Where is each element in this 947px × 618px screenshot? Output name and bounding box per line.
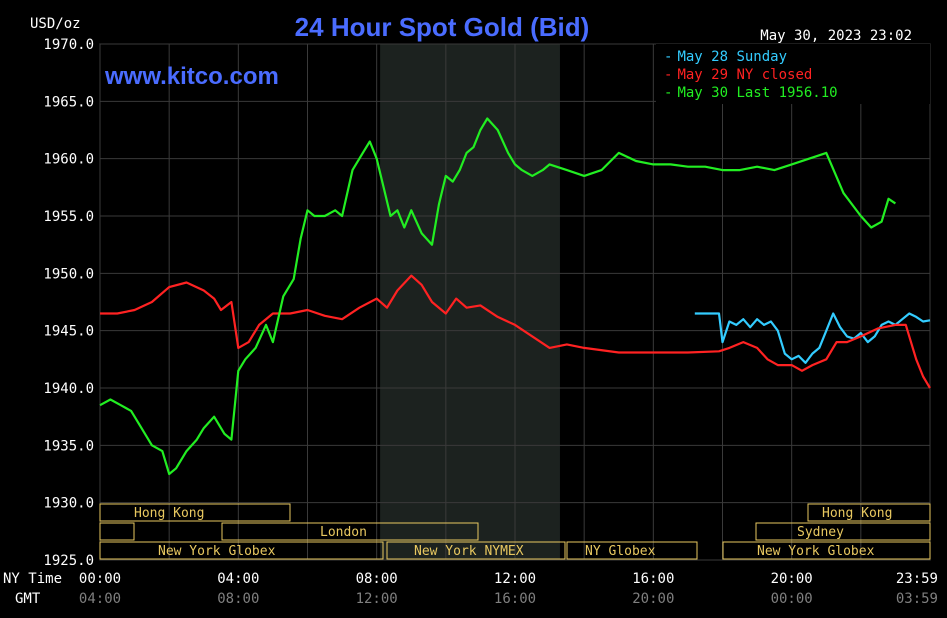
market-label-ny-globex-left: New York Globex xyxy=(158,544,276,559)
timestamp: May 30, 2023 23:02 xyxy=(760,28,912,44)
y-tick-label: 1945.0 xyxy=(43,324,94,340)
series-line-2 xyxy=(100,274,931,389)
y-tick-label: 1950.0 xyxy=(43,266,94,282)
legend-box xyxy=(656,44,930,104)
market-label-hong-kong-left: Hong Kong xyxy=(134,506,204,521)
legend-item-may-28: - May 28 Sunday xyxy=(664,49,787,65)
sydney-session xyxy=(755,522,931,541)
x-tick-label-gmt: 12:00 xyxy=(356,591,398,607)
legend-label-may-28: May 28 Sunday xyxy=(677,49,787,65)
series-layer xyxy=(99,117,931,476)
x-axis: NY Time GMT 00:00 04:00 04:00 08:00 08:00 12:… xyxy=(3,571,938,607)
ny-globex-session-right xyxy=(722,541,931,560)
x-tick-label-ny: 23:59 xyxy=(896,571,938,587)
ny-globex-session-mid xyxy=(566,541,698,560)
legend-label-may-29: May 29 NY closed xyxy=(677,67,812,83)
market-sessions xyxy=(99,503,931,560)
y-tick-label: 1940.0 xyxy=(43,381,94,397)
y-tick-label: 1970.0 xyxy=(43,37,94,53)
y-tick-label: 1960.0 xyxy=(43,152,94,168)
x-tick-label-gmt: 20:00 xyxy=(632,591,674,607)
x-tick-label-ny: 00:00 xyxy=(79,571,121,587)
market-label-ny-nymex: New York NYMEX xyxy=(414,544,524,559)
market-label-hong-kong-right: Hong Kong xyxy=(822,506,892,521)
y-tick-label: 1965.0 xyxy=(43,94,94,110)
chart-title: 24 Hour Spot Gold (Bid) xyxy=(295,12,590,42)
legend-item-may-29: - May 29 NY closed xyxy=(664,67,812,83)
x-tick-label-ny: 12:00 xyxy=(494,571,536,587)
ny-globex-session-left xyxy=(99,541,384,560)
series-line-1 xyxy=(694,312,931,364)
legend-item-may-30: - May 30 Last 1956.10 xyxy=(664,85,838,101)
legend-text-may-29: - xyxy=(664,67,672,83)
y-tick-label: 1935.0 xyxy=(43,438,94,454)
legend: - May 28 Sunday - May 29 NY closed - May 30… xyxy=(656,44,930,104)
x-tick-label-ny: 20:00 xyxy=(771,571,813,587)
market-label-sydney: Sydney xyxy=(797,525,844,540)
x-tick-label-gmt: 16:00 xyxy=(494,591,536,607)
market-label-london: London xyxy=(320,525,367,540)
units-label: USD/oz xyxy=(30,16,81,32)
x-tick-label-gmt: 03:59 xyxy=(896,591,938,607)
legend-text-may-28: - xyxy=(664,49,672,65)
ny-nymex-session xyxy=(386,541,566,560)
y-tick-label: 1955.0 xyxy=(43,209,94,225)
grid-lines xyxy=(99,43,931,561)
market-session-labels: Hong Kong London New York Globex New Yor… xyxy=(134,506,892,559)
nymex-session-shade xyxy=(380,44,560,560)
gmt-label: GMT xyxy=(15,591,41,607)
tokyo-session-left xyxy=(99,522,135,541)
x-tick-label-ny: 16:00 xyxy=(632,571,674,587)
x-tick-label-gmt: 04:00 xyxy=(79,591,121,607)
x-tick-label-ny: 08:00 xyxy=(356,571,398,587)
y-tick-label: 1925.0 xyxy=(43,553,94,569)
website-label: www.kitco.com xyxy=(104,63,279,90)
series-line-3 xyxy=(99,117,897,476)
london-session xyxy=(221,522,479,541)
x-tick-label-ny: 04:00 xyxy=(217,571,259,587)
market-label-ny-globex-right: New York Globex xyxy=(757,544,875,559)
y-tick-label: 1930.0 xyxy=(43,496,94,512)
market-label-ny-globex-mid: NY Globex xyxy=(585,544,656,559)
hong-kong-session-right xyxy=(807,503,931,522)
x-tick-label-gmt: 08:00 xyxy=(217,591,259,607)
legend-label-may-30: May 30 Last 1956.10 xyxy=(677,85,837,101)
ny-time-label: NY Time xyxy=(3,571,62,587)
x-tick-label-gmt: 00:00 xyxy=(771,591,813,607)
legend-text-may-30: - xyxy=(664,85,672,101)
y-axis: 1970.0 1965.0 1960.0 1955.0 1950.0 1945.0 1940… xyxy=(43,37,94,569)
hong-kong-session-left xyxy=(99,503,291,522)
